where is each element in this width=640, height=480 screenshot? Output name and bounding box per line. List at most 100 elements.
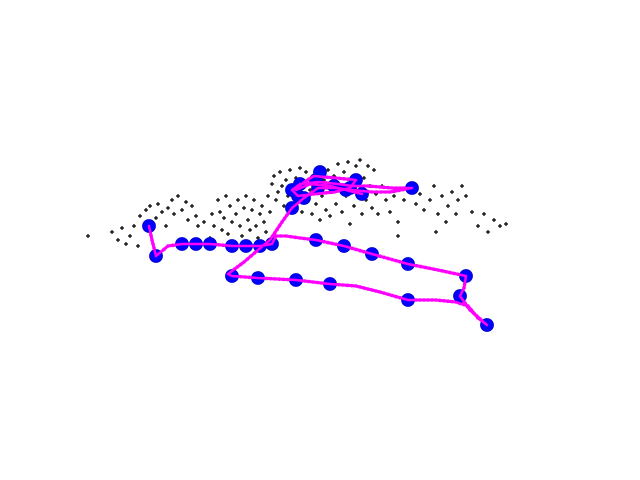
landmark-point [418, 192, 422, 196]
landmark-point [440, 194, 444, 198]
landmark-point [218, 210, 222, 214]
landmark-point [258, 212, 262, 216]
landmark-point [244, 194, 248, 198]
landmark-point [446, 204, 450, 208]
landmark-point [234, 212, 238, 216]
landmark-point [216, 198, 220, 202]
landmark-point [262, 220, 266, 224]
landmark-point [116, 238, 120, 242]
landmark-point [228, 204, 232, 208]
landmark-point [254, 224, 258, 228]
landmark-point [482, 212, 486, 216]
landmark-point [504, 222, 508, 226]
landmark-point [460, 184, 464, 188]
landmark-point [176, 194, 180, 198]
landmark-point [432, 184, 436, 188]
landmark-point [120, 226, 124, 230]
landmark-point [128, 234, 132, 238]
landmark-point [304, 170, 308, 174]
landmark-point [252, 198, 256, 202]
landmark-point [224, 194, 228, 198]
landmark-point [260, 204, 264, 208]
landmark-point [184, 200, 188, 204]
landmark-point [384, 198, 388, 202]
landmark-point [154, 216, 158, 220]
landmark-point [498, 224, 502, 228]
landmark-point [288, 168, 292, 172]
landmark-point [464, 194, 468, 198]
landmark-point [138, 214, 142, 218]
landmark-point [324, 208, 328, 212]
landmark-point [376, 212, 380, 216]
landmark-point [358, 158, 362, 162]
landmark-point [476, 224, 480, 228]
landmark-point [256, 236, 260, 240]
landmark-point [300, 210, 304, 214]
landmark-point [366, 164, 370, 168]
landmark-point [156, 202, 160, 206]
landmark-point [346, 160, 350, 164]
landmark-point [492, 218, 496, 222]
trajectory-line-overlay [147, 174, 489, 327]
landmark-point [164, 224, 168, 228]
landmark-point [280, 184, 284, 188]
landmark-point [236, 198, 240, 202]
landmark-point [202, 220, 206, 224]
landmark-point [444, 220, 448, 224]
landmark-point [170, 198, 174, 202]
landmark-point [428, 198, 432, 202]
landmark-point [450, 190, 454, 194]
landmark-point [348, 222, 352, 226]
landmark-point [272, 174, 276, 178]
landmark-point [328, 214, 332, 218]
landmark-point [220, 228, 224, 232]
landmark-point [310, 212, 314, 216]
landmark-point [326, 168, 330, 172]
landmark-point [336, 162, 340, 166]
landmark-point [180, 208, 184, 212]
landmark-point [370, 206, 374, 210]
landmark-point [264, 230, 268, 234]
landmark-point [268, 210, 272, 214]
landmark-point [354, 164, 358, 168]
landmark-point [250, 208, 254, 212]
landmark-point [248, 228, 252, 232]
landmark-point [402, 198, 406, 202]
landmark-point [314, 202, 318, 206]
landmark-point [454, 212, 458, 216]
landmark-point [284, 178, 288, 182]
landmark-point [372, 168, 376, 172]
landmark-point [396, 220, 400, 224]
landmark-point [136, 244, 140, 248]
landmark-point [334, 202, 338, 206]
landmark-point [124, 242, 128, 246]
landmark-point [414, 202, 418, 206]
landmark-point [270, 182, 274, 186]
keyframes-layer [142, 165, 494, 332]
landmark-point [388, 210, 392, 214]
landmark-point [422, 208, 426, 212]
landmark-point [278, 170, 282, 174]
landmark-point [160, 210, 164, 214]
landmark-point [240, 234, 244, 238]
landmark-point [212, 224, 216, 228]
landmark-point [194, 214, 198, 218]
landmark-point [110, 230, 114, 234]
landmark-point [362, 176, 366, 180]
landmark-point [210, 212, 214, 216]
landmark-point [190, 204, 194, 208]
landmark-point [282, 204, 286, 208]
landmark-point [242, 206, 246, 210]
landmark-point [360, 212, 364, 216]
landmark-point [392, 194, 396, 198]
landmark-point [196, 224, 200, 228]
landmark-point [274, 198, 278, 202]
landmark-point [396, 234, 400, 238]
landmark-point [318, 218, 322, 222]
landmark-point [276, 190, 280, 194]
landmark-point [172, 212, 176, 216]
landmark-point [470, 210, 474, 214]
landmark-point [308, 188, 312, 192]
